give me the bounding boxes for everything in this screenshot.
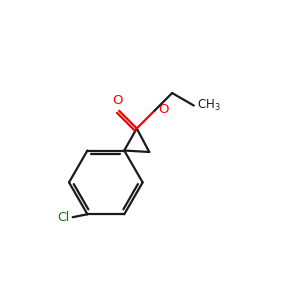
Text: O: O bbox=[112, 94, 123, 107]
Text: Cl: Cl bbox=[58, 211, 70, 224]
Text: CH$_3$: CH$_3$ bbox=[197, 98, 220, 113]
Text: O: O bbox=[158, 103, 169, 116]
